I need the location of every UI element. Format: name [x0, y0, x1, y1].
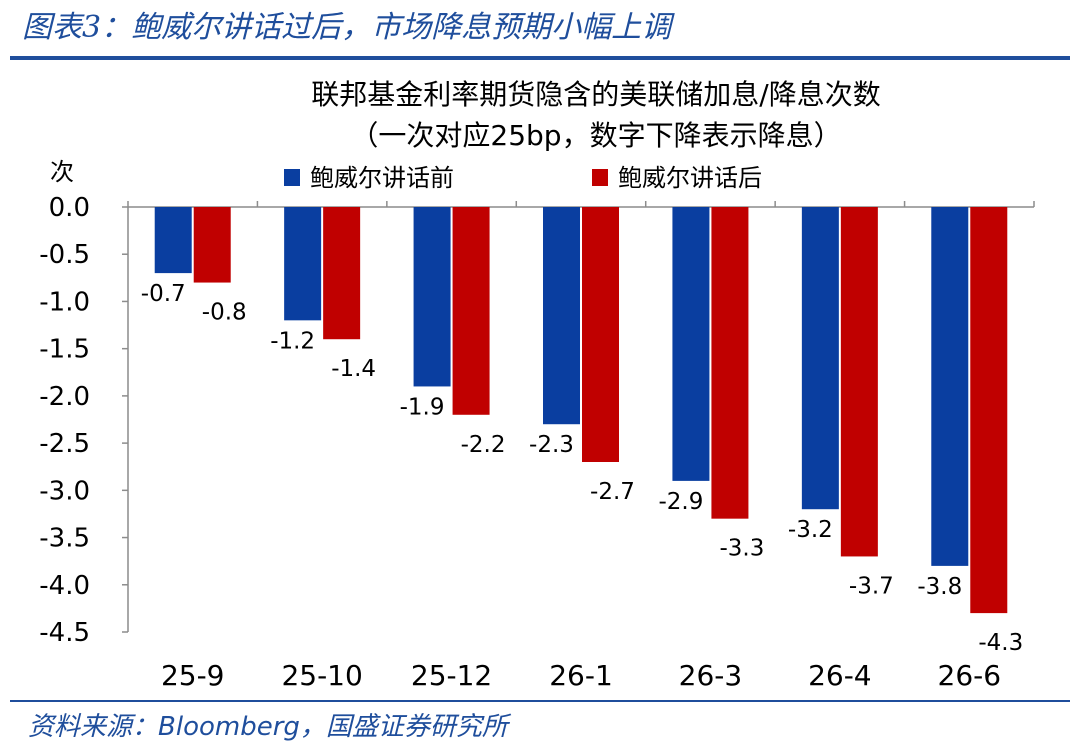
bar-after-25-9	[193, 207, 231, 283]
y-tick-label: 0.0	[49, 193, 90, 223]
x-tick-label: 25-9	[161, 659, 225, 692]
data-label: -2.2	[461, 432, 506, 458]
legend-label-1: 鲍威尔讲话前	[310, 164, 454, 192]
y-tick-label: -3.0	[39, 476, 90, 506]
bar-before-26-1	[543, 207, 580, 425]
bar-after-26-3	[711, 207, 749, 519]
data-label: -2.7	[590, 479, 635, 505]
bar-after-25-10	[323, 207, 361, 340]
legend-swatch-1	[284, 169, 300, 186]
bar-after-25-12	[452, 207, 490, 415]
data-label: -2.9	[658, 489, 703, 515]
y-tick-label: -2.5	[39, 429, 90, 459]
legend-label-2: 鲍威尔讲话后	[618, 164, 762, 192]
bar-before-25-10	[284, 207, 322, 321]
bar-before-25-12	[413, 207, 451, 387]
bar-before-26-3	[672, 207, 710, 481]
bar-chart: 联邦基金利率期货隐含的美联储加息/降息次数 （一次对应25bp，数字下降表示降息）…	[39, 78, 1035, 692]
data-label: -3.7	[849, 573, 894, 599]
source-rule	[10, 700, 1070, 702]
y-tick-label: -2.0	[39, 382, 90, 412]
source-suffix: ，国盛证券研究所	[299, 712, 508, 742]
data-label: -0.8	[202, 300, 247, 326]
x-tick-label: 25-12	[411, 659, 492, 692]
legend-swatch-2	[592, 169, 608, 186]
title-rule	[10, 56, 1070, 60]
data-label: -4.3	[978, 630, 1023, 656]
data-label: -1.4	[331, 356, 376, 382]
bar-before-25-9	[154, 207, 192, 274]
chart-subtitle: （一次对应25bp，数字下降表示降息）	[350, 119, 841, 152]
y-tick-label: -4.0	[39, 571, 90, 601]
data-label: -3.3	[719, 536, 764, 562]
source-note: 资料来源：Bloomberg，国盛证券研究所	[28, 706, 508, 743]
x-tick-label: 26-4	[808, 659, 872, 692]
data-label: -1.9	[400, 394, 445, 420]
data-label: -0.7	[141, 281, 186, 307]
data-label: -3.2	[788, 517, 833, 543]
x-tick-label: 26-6	[938, 659, 1002, 692]
data-label: -1.2	[270, 328, 315, 354]
y-tick-label: -3.5	[39, 524, 90, 554]
y-axis-unit-label: 次	[50, 158, 74, 186]
bar-after-26-1	[582, 207, 619, 462]
bar-after-26-4	[840, 207, 878, 557]
source-brand: Bloomberg	[158, 712, 300, 742]
y-tick-label: -1.0	[39, 287, 90, 317]
source-prefix: 资料来源：	[28, 712, 159, 742]
data-label: -3.8	[917, 574, 962, 600]
y-tick-label: -4.5	[39, 618, 90, 648]
bar-before-26-6	[931, 207, 969, 566]
y-tick-label: -0.5	[39, 240, 90, 270]
x-tick-label: 25-10	[281, 659, 362, 692]
x-tick-label: 26-1	[549, 659, 613, 692]
x-tick-label: 26-3	[679, 659, 743, 692]
y-tick-label: -1.5	[39, 335, 90, 365]
bar-after-26-6	[970, 207, 1008, 614]
data-label: -2.3	[529, 432, 574, 458]
figure-title: 图表3：鲍威尔讲话过后，市场降息预期小幅上调	[22, 10, 672, 45]
bar-before-26-4	[801, 207, 839, 510]
chart-title: 联邦基金利率期货隐含的美联储加息/降息次数	[311, 78, 880, 111]
